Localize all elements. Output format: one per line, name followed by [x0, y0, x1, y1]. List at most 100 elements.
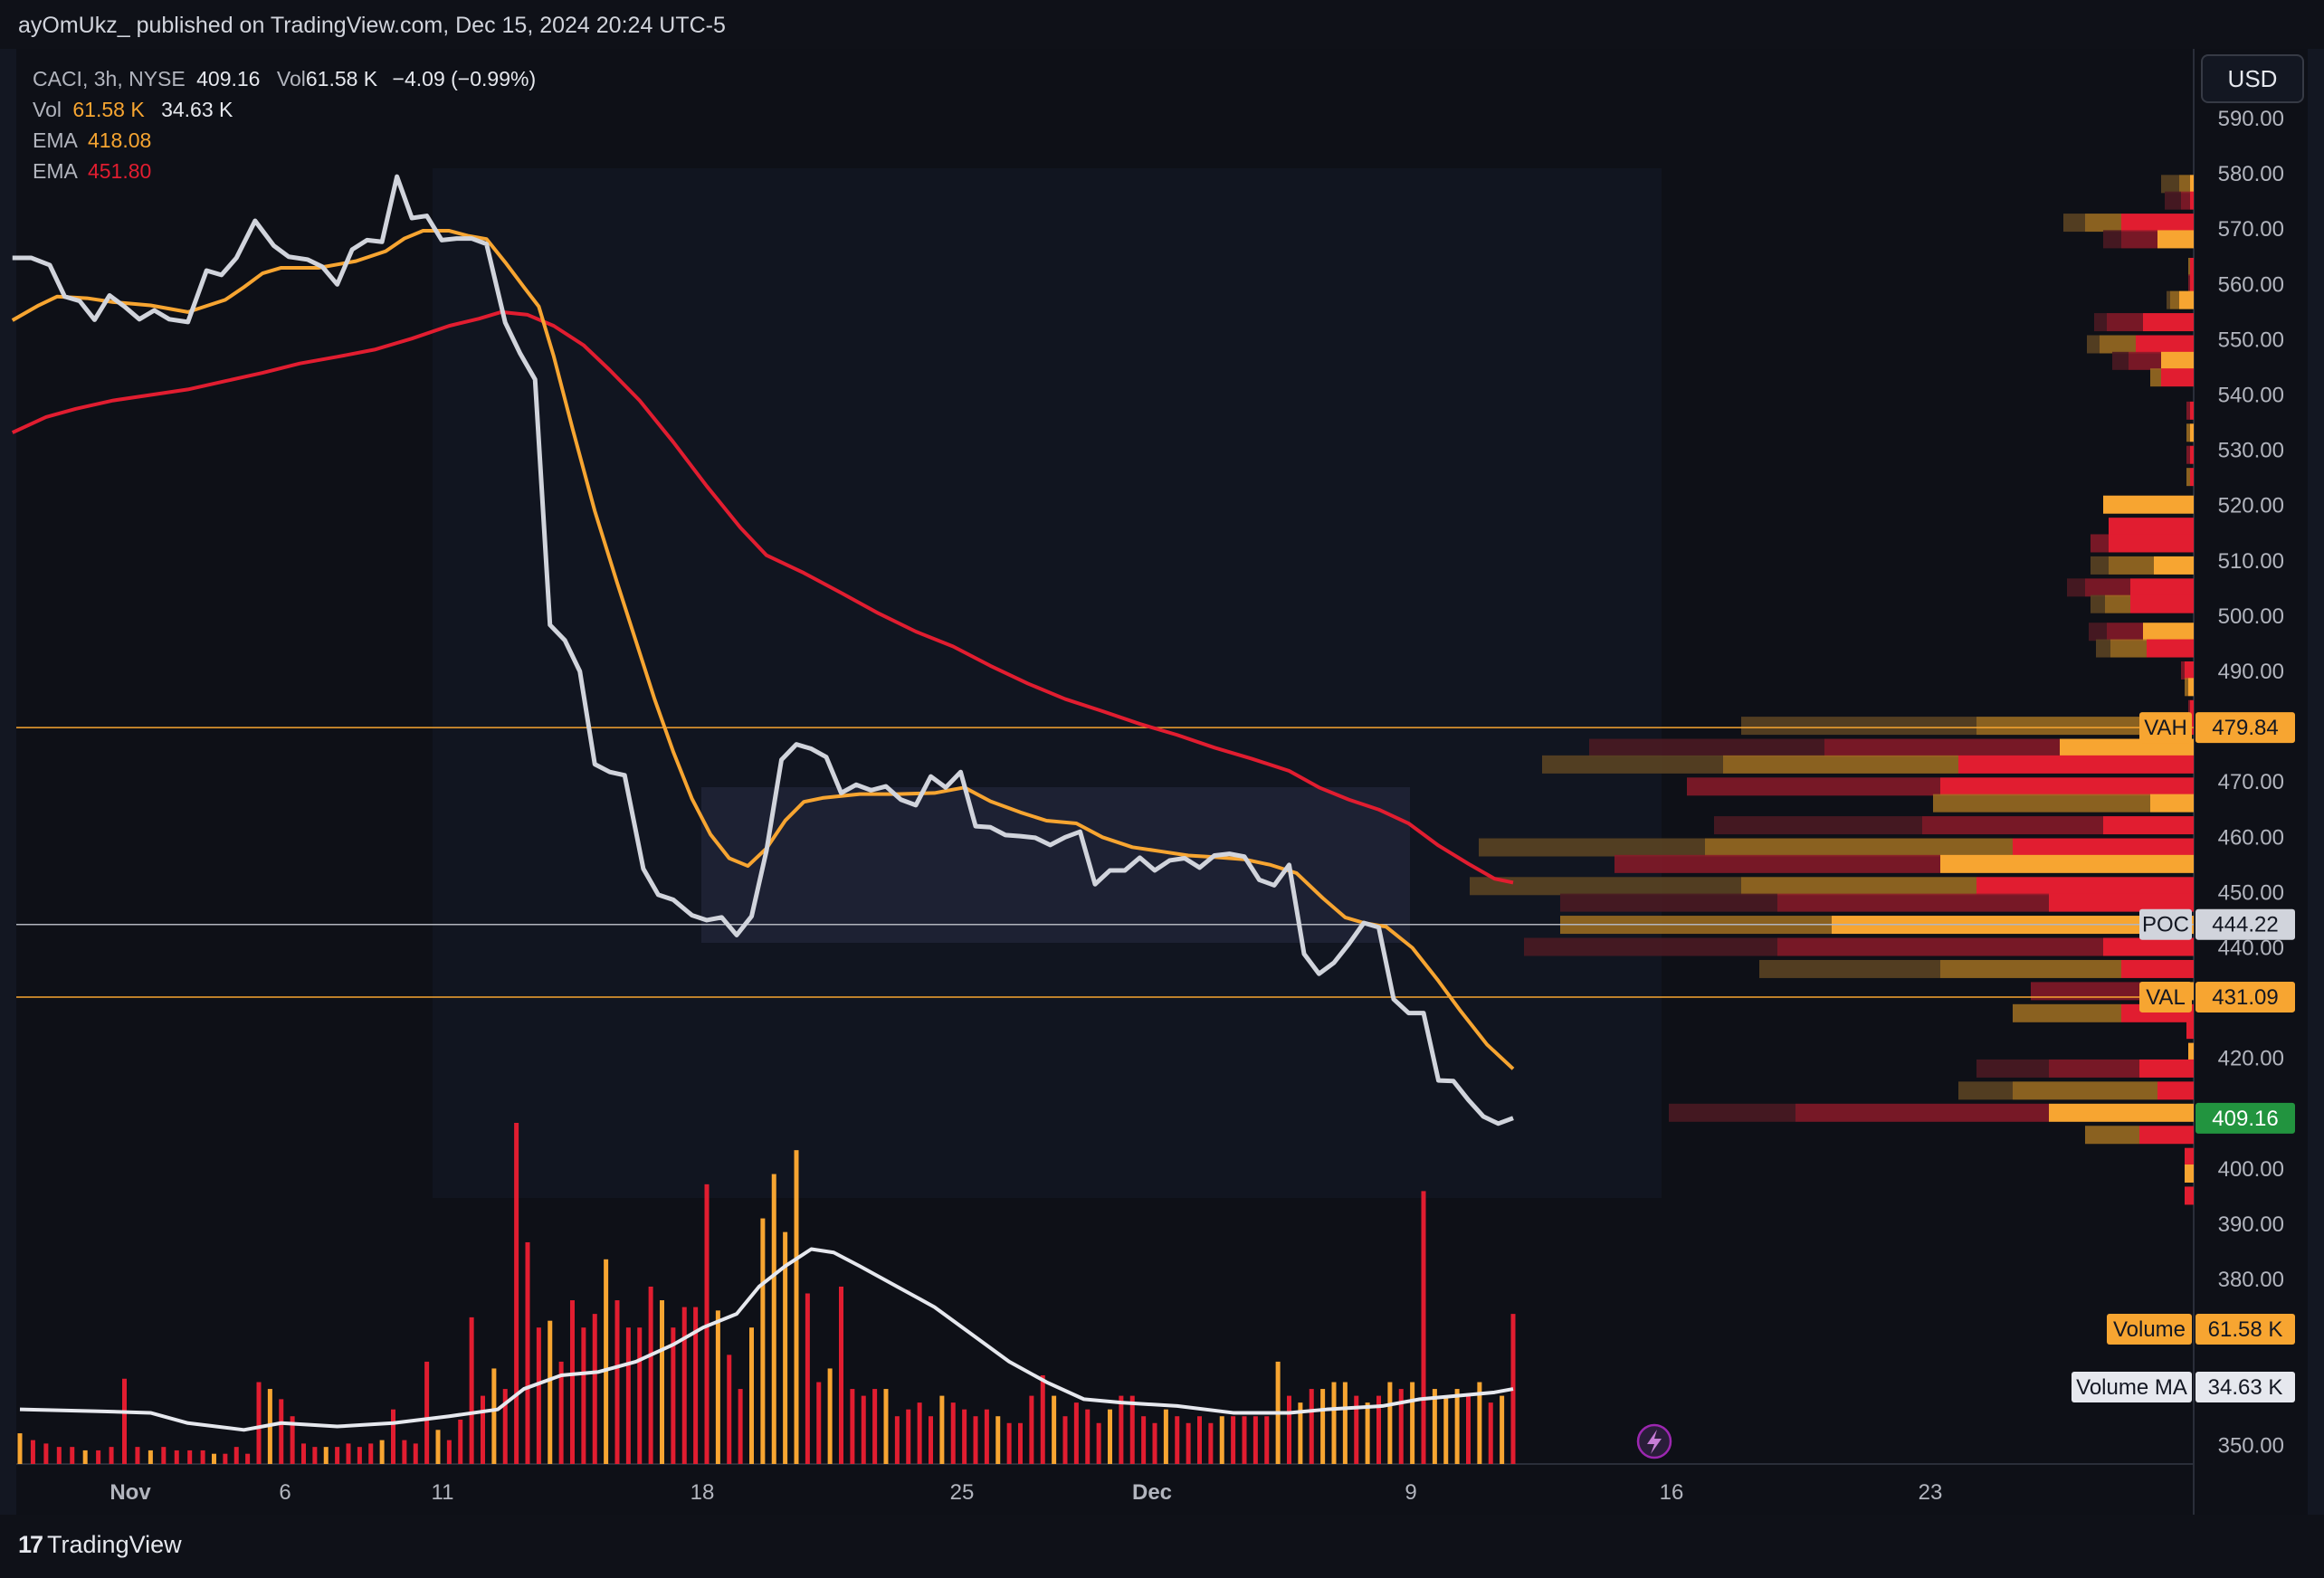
volume-profile-bar [2190, 401, 2194, 420]
currency-button[interactable]: USD [2201, 54, 2304, 103]
volume-profile-bar [2165, 191, 2181, 210]
volume-bar [1073, 1402, 1079, 1464]
volume-bar [939, 1395, 945, 1464]
legend-volume-row[interactable]: Vol 61.58 K 34.63 K [33, 94, 536, 125]
volume-bar [1410, 1382, 1415, 1464]
volume-profile-bar [2109, 556, 2154, 575]
volume-bar [446, 1440, 452, 1464]
volume-profile-bar [2129, 351, 2161, 370]
val-tag[interactable]: VAL 431.09 [2139, 981, 2295, 1012]
volume-bar [973, 1416, 978, 1464]
legend-ema-fast-value: 418.08 [87, 128, 152, 152]
volume-ma-tag-label-bg [2072, 1372, 2192, 1402]
volume-bar [906, 1409, 911, 1464]
volume-ma-tag[interactable]: Volume MA 34.63 K [2072, 1372, 2295, 1402]
published-line: ayOmUkz_ published on TradingView.com, D… [18, 13, 726, 38]
legend-volume-ma: 34.63 K [161, 98, 233, 121]
volume-bar [1432, 1389, 1437, 1464]
volume-profile-bar [2094, 313, 2107, 332]
volume-bar [917, 1402, 922, 1464]
volume-profile-bar [2188, 257, 2190, 276]
volume-bar [1320, 1389, 1326, 1464]
val-tag-label-bg [2139, 981, 2192, 1012]
volume-bar [794, 1150, 799, 1464]
volume-bar [1365, 1402, 1370, 1464]
time-axis-tick: 16 [1660, 1480, 1684, 1505]
volume-bar [312, 1447, 318, 1464]
volume-bar [148, 1450, 153, 1464]
volume-bar [1163, 1409, 1168, 1464]
volume-ma-tag-value: 34.63 K [2208, 1375, 2283, 1400]
volume-bar [122, 1378, 127, 1464]
legend-symbol-row[interactable]: CACI, 3h, NYSE 409.16 Vol61.58 K −4.09 (… [33, 63, 536, 94]
volume-profile-bar [2147, 639, 2194, 658]
volume-ma-tag-value-bg [2195, 1372, 2295, 1402]
volume-profile-bar [2188, 678, 2194, 697]
volume-bar [850, 1389, 855, 1464]
volume-profile-bar [1940, 777, 2194, 796]
volume-profile-bar [1795, 1103, 2049, 1122]
volume-bar [883, 1389, 889, 1464]
volume-bar [592, 1314, 597, 1464]
volume-profile-bar [2188, 699, 2190, 718]
legend-vol-value: 61.58 K [305, 67, 378, 90]
volume-bar [1052, 1395, 1057, 1464]
volume-tag[interactable]: Volume 61.58 K [2107, 1314, 2295, 1345]
price-axis-tick: 400.00 [2218, 1157, 2284, 1182]
volume-bar [17, 1433, 23, 1464]
volume-profile-bar [2190, 445, 2194, 464]
legend-symbol[interactable]: CACI, 3h, NYSE [33, 67, 186, 90]
volume-bar [1443, 1395, 1449, 1464]
volume-bar [1331, 1382, 1337, 1464]
volume-profile-bar [1940, 854, 2194, 873]
volume-profile-bar [2185, 1186, 2194, 1205]
volume-profile-bar [2167, 290, 2170, 309]
volume-profile-bar [2170, 290, 2179, 309]
volume-bar [187, 1450, 193, 1464]
vah-tag-label: VAH [2144, 716, 2187, 740]
last-price-tag[interactable]: 409.16 [2195, 1102, 2295, 1134]
poc-tag[interactable]: POC 444.22 [2139, 908, 2295, 940]
vah-tag[interactable]: VAH 479.84 [2139, 712, 2295, 744]
val-tag-value-bg [2195, 981, 2295, 1012]
volume-bar [323, 1447, 329, 1464]
volume-profile-bar [2190, 468, 2194, 487]
volume-profile-bar [2161, 368, 2194, 387]
volume-profile-bar [1470, 877, 1741, 896]
legend-ema-slow-value: 451.80 [87, 159, 152, 183]
volume-bar [379, 1440, 385, 1464]
volume-bar [1197, 1416, 1202, 1464]
volume-profile-bar [2190, 274, 2194, 293]
volume-bar [637, 1327, 643, 1464]
price-axis-tick: 550.00 [2218, 328, 2284, 352]
volume-profile-bar [1524, 937, 1777, 956]
tradingview-logo[interactable]: 17 TradingView [18, 1531, 182, 1559]
volume-profile-bar [2107, 623, 2143, 642]
volume-bar [805, 1293, 810, 1464]
time-axis-tick: Nov [110, 1480, 151, 1505]
volume-profile-bar [2154, 556, 2194, 575]
price-axis-tick: 350.00 [2218, 1433, 2284, 1458]
price-axis-tick: 540.00 [2218, 384, 2284, 408]
val-tag-label: VAL [2146, 985, 2186, 1010]
volume-profile-bar [2103, 937, 2194, 956]
volume-bar [391, 1409, 395, 1464]
legend-vol-label: Vol [276, 67, 306, 90]
volume-ma-line [19, 1247, 1514, 1432]
volume-profile-bar [2109, 534, 2194, 553]
time-axis-tick: 18 [691, 1480, 715, 1505]
volume-bar [402, 1440, 407, 1464]
legend-ema-slow-row[interactable]: EMA 451.80 [33, 156, 536, 186]
volume-tag-label-bg [2107, 1314, 2192, 1345]
volume-bar [56, 1447, 62, 1464]
volume-profile-bar [2107, 313, 2143, 332]
volume-profile-bar [2186, 423, 2190, 442]
volume-profile-bar [2185, 661, 2194, 680]
volume-bar [536, 1327, 541, 1464]
volume-bar [1018, 1422, 1023, 1464]
volume-bar [346, 1443, 351, 1464]
legend-ema-fast-row[interactable]: EMA 418.08 [33, 125, 536, 156]
volume-profile-bar [1741, 717, 1976, 736]
volume-profile-bar [2190, 423, 2194, 442]
